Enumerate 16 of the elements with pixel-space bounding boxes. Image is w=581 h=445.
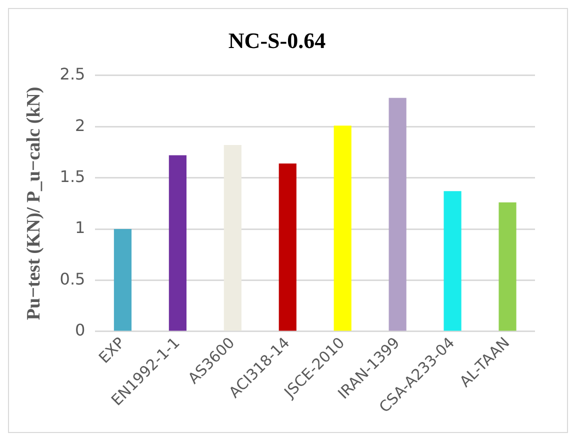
bar [334, 126, 352, 331]
y-tick-label: 0.5 [60, 269, 86, 288]
y-tick-label: 2.5 [60, 64, 86, 84]
y-tick-label: 2 [75, 116, 86, 135]
bar [114, 229, 132, 331]
y-tick-label: 1.5 [60, 166, 86, 186]
chart-title: NC-S-0.64 [228, 28, 326, 53]
bar [278, 163, 296, 331]
bar [444, 191, 462, 331]
y-tick-label: 1 [75, 218, 86, 238]
bar [224, 145, 242, 331]
y-tick-label: 0 [75, 320, 86, 340]
y-axis-title: Pu−test (KN)/ P_u−calc (kN) [23, 86, 44, 320]
bar [388, 98, 406, 331]
bar [498, 202, 516, 331]
bar [168, 155, 186, 331]
